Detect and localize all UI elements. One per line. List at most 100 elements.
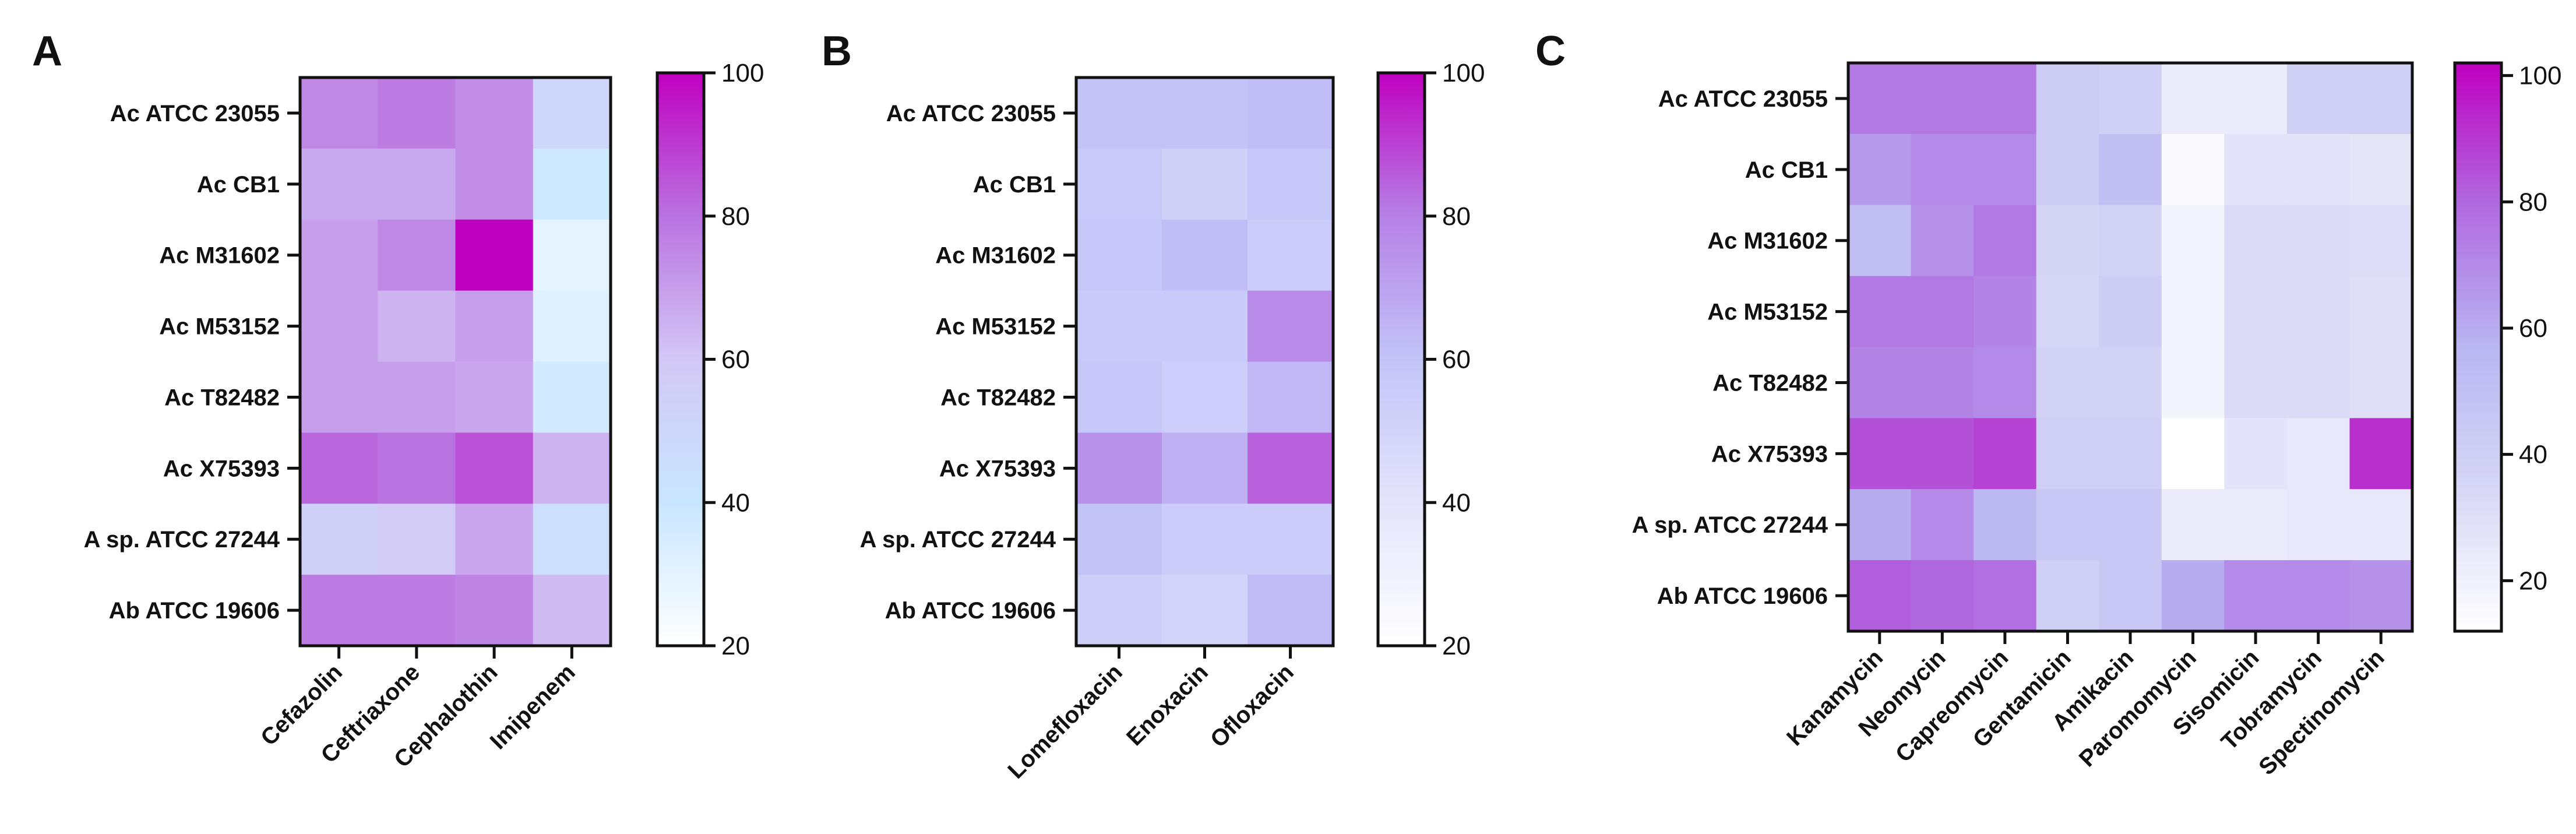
panel-c-cell [2099, 276, 2162, 348]
panel-c-cell [2036, 418, 2099, 490]
panel-a-cell [455, 219, 534, 291]
panel-a-colorbar-label: 20 [721, 632, 750, 660]
panel-c-cell [1911, 133, 1974, 206]
panel-c-cell [2286, 63, 2351, 135]
panel-c-cell [2099, 347, 2162, 418]
panel-a-row-label: Ac ATCC 23055 [110, 101, 280, 126]
panel-a-row-label: Ac M53152 [159, 314, 280, 340]
panel-a-cell [533, 219, 611, 291]
panel-c-cell [1848, 205, 1912, 277]
panel-a-cell [533, 290, 611, 363]
panel-b-row-label: Ac X75393 [939, 456, 1056, 481]
panel-b-row-label: Ac ATCC 23055 [886, 101, 1056, 126]
panel-c-cell [2099, 489, 2162, 561]
panel-c-cell [1974, 560, 2037, 632]
panel-c-cell [2161, 418, 2225, 490]
panel-c-cell [1911, 347, 1974, 418]
panel-a-row-label: Ac M31602 [159, 243, 280, 269]
panel-b-cell [1162, 219, 1248, 291]
panel-c-row-label: Ac T82482 [1712, 370, 1828, 396]
panel-a-colorbar-label: 40 [721, 488, 750, 517]
panel-b-col-label: Ofloxacin [1206, 659, 1299, 752]
panel-c-row-label: Ac CB1 [1745, 157, 1828, 183]
panel-c-cell [2224, 63, 2288, 135]
panel-b-row-label: Ac M31602 [935, 243, 1056, 269]
panel-b-cell [1076, 78, 1162, 149]
panel-a-cell [378, 290, 456, 363]
panel-c-cell [2349, 489, 2413, 561]
panel-c-cell [1848, 276, 1912, 348]
panel-c-cell [1974, 347, 2037, 418]
panel-c-cell [1974, 489, 2037, 561]
panel-c-colorbar-label: 100 [2519, 62, 2561, 90]
panel-a-cell [455, 361, 534, 433]
panel-b-cell [1162, 78, 1248, 149]
panel-c-colorbar-label: 80 [2519, 188, 2547, 216]
panel-b-cell [1162, 148, 1248, 220]
panel-b-cell [1162, 504, 1248, 575]
panel-b-cell [1162, 432, 1248, 504]
panel-a-row-label: Ac T82482 [164, 385, 280, 410]
panel-c-cell [2036, 560, 2099, 632]
panel-c-cell [2099, 205, 2162, 277]
panel-a-cell [378, 219, 456, 291]
panel-c-row-label: Ab ATCC 19606 [1657, 583, 1828, 609]
panel-c-cell [2161, 347, 2225, 418]
panel-b-cell [1162, 361, 1248, 433]
panel-c-cell [2286, 418, 2351, 490]
panel-a-cell [378, 504, 456, 575]
panel-c-cell [2224, 205, 2288, 277]
panel-a-row-label: A sp. ATCC 27244 [84, 527, 280, 553]
panel-c-cell [1911, 560, 1974, 632]
panel-c-cell [2036, 276, 2099, 348]
panel-c-cell [2286, 489, 2351, 561]
panel-a-cell [455, 432, 534, 504]
panel-c-colorbar-label: 20 [2519, 566, 2547, 595]
panel-c-row-label: Ac M31602 [1707, 228, 1828, 254]
panel-c-cell [2286, 133, 2351, 206]
panel-b-colorbar-label: 100 [1442, 59, 1485, 87]
panel-b-cell [1076, 575, 1162, 646]
panel-c-cell [2161, 276, 2225, 348]
panel-c-cell [1911, 418, 1974, 490]
panel-c-cell [2349, 133, 2413, 206]
panel-b-cell [1076, 290, 1162, 363]
panel-b-colorbar-label: 40 [1442, 488, 1471, 517]
panel-a-cell [455, 290, 534, 363]
panel-b-cell [1248, 148, 1334, 220]
panel-c-cell [1848, 63, 1912, 135]
panel-c-cell [2099, 133, 2162, 206]
panel-a-cell [300, 290, 378, 363]
panel-a-cell [300, 78, 378, 149]
panel-a-cell [300, 575, 378, 646]
panel-c-row-label: Ac M53152 [1707, 300, 1828, 325]
panel-a-cell [455, 504, 534, 575]
panel-b-row-label: Ac CB1 [973, 172, 1056, 198]
panel-a-row-label: Ac CB1 [197, 172, 280, 198]
panel-b-cell [1076, 148, 1162, 220]
panel-b-cell [1248, 504, 1334, 575]
panel-b-row-label: A sp. ATCC 27244 [860, 527, 1056, 553]
panel-a-colorbar-label: 60 [721, 346, 750, 374]
panel-b-cell [1076, 432, 1162, 504]
panel-a-letter: A [32, 28, 62, 75]
panel-c-cell [1974, 133, 2037, 206]
panel-c-cell [2224, 347, 2288, 418]
panel-a-row-label: Ac X75393 [163, 456, 280, 481]
panel-b-cell [1162, 290, 1248, 363]
panel-b-cell [1076, 361, 1162, 433]
panel-c-cell [2224, 276, 2288, 348]
panel-a-cell [533, 78, 611, 149]
panel-a-cell [455, 575, 534, 646]
panel-c-cell [2099, 560, 2162, 632]
panel-a-row-label: Ab ATCC 19606 [109, 598, 280, 624]
panel-c-cell [2036, 489, 2099, 561]
panel-c-cell [2161, 133, 2225, 206]
panel-b-col-label: Lomefloxacin [1003, 659, 1127, 783]
panel-c-cell [2349, 63, 2413, 135]
panel-c-cell [2349, 276, 2413, 348]
panel-c-row-label: Ac ATCC 23055 [1658, 86, 1828, 112]
panel-b-colorbar [1376, 71, 1426, 648]
panel-c-cell [1911, 489, 1974, 561]
